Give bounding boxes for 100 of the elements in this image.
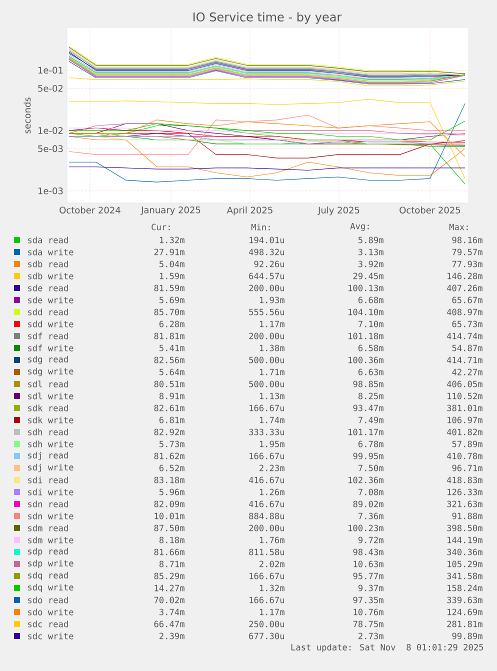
legend-label: sdh write	[28, 440, 74, 448]
legend-label: sdk write	[28, 416, 74, 424]
text: 194.01u	[250, 236, 284, 244]
text: 5.04m	[160, 260, 184, 268]
text: 414.71m	[446, 356, 482, 364]
text: 7.36m	[358, 512, 384, 520]
text: 2.02m	[260, 560, 284, 568]
y-tick-label: 1e-02	[38, 127, 63, 134]
text: 3.92m	[358, 260, 384, 268]
text: 1.38m	[260, 344, 284, 352]
text: 416.67u	[248, 476, 284, 484]
text: 500.00u	[249, 356, 284, 364]
text: 2.73m	[358, 632, 384, 640]
text: 555.56u	[249, 308, 284, 316]
text: 10.01m	[154, 512, 184, 520]
text: 80.51m	[154, 380, 184, 388]
legend-label: sde read	[28, 284, 68, 292]
text: 166.67u	[250, 596, 284, 604]
text: 416.67u	[248, 500, 284, 508]
text: 146.28m	[448, 272, 482, 280]
text: 100.23m	[348, 524, 384, 532]
legend-label: sdl write	[28, 392, 74, 400]
text: 6.28m	[159, 320, 184, 328]
text: 82.56m	[154, 356, 184, 364]
text: 6.52m	[159, 464, 184, 472]
chart-title: IO Service time - by year	[194, 12, 342, 24]
text: 85.29m	[154, 572, 184, 580]
text: 7.49m	[358, 416, 384, 424]
text: 1.93m	[260, 296, 284, 304]
text: 884.88u	[249, 512, 284, 520]
text: 200.00u	[249, 524, 284, 532]
legend-label: sdi read	[28, 476, 68, 484]
text: Min:	[251, 224, 270, 230]
text: 85.70m	[154, 308, 184, 316]
text: 281.81m	[447, 620, 482, 628]
text: 27.91m	[154, 248, 184, 256]
x-tick-label: October 2025	[400, 206, 460, 214]
text: 5.41m	[160, 344, 184, 352]
text: 6.78m	[358, 440, 384, 448]
text: 102.36m	[348, 476, 384, 484]
text: 81.59m	[154, 284, 184, 292]
text: 29.45m	[353, 272, 384, 280]
text: 100.36m	[348, 356, 384, 364]
text: 5.69m	[160, 296, 184, 304]
text: 104.10m	[348, 308, 384, 316]
text: 6.63m	[358, 368, 384, 376]
legend-label: sdi write	[28, 488, 74, 496]
legend-label: sdl read	[28, 380, 68, 388]
legend-label: sdg read	[28, 356, 68, 364]
text: 5.73m	[160, 440, 184, 448]
text: 82.92m	[154, 428, 184, 436]
legend-label: sdp read	[28, 548, 68, 556]
text: 105.29m	[448, 560, 482, 568]
text: 166.67u	[250, 572, 284, 580]
legend-label: sdj write	[28, 464, 74, 472]
text: 95.77m	[353, 572, 384, 580]
text: 2.23m	[260, 464, 284, 472]
text: 98.43m	[353, 548, 384, 556]
legend-label: sdo write	[28, 608, 74, 616]
text: 498.32u	[248, 248, 284, 256]
text: 91.88m	[452, 512, 482, 520]
text: 3.13m	[358, 248, 384, 256]
text: 14.27m	[154, 584, 184, 592]
text: 418.83m	[446, 476, 482, 484]
text: 9.72m	[358, 536, 384, 544]
text: 99.95m	[353, 452, 384, 460]
text: 6.58m	[358, 344, 384, 352]
text: 9.37m	[358, 584, 384, 592]
text: 500.00u	[249, 380, 284, 388]
text: 78.75m	[353, 620, 384, 628]
legend-label: sdd write	[28, 320, 74, 328]
text: 250.00u	[249, 620, 284, 628]
text: 408.97m	[446, 308, 482, 316]
text: 1.17m	[260, 320, 284, 328]
text: 158.24m	[448, 584, 482, 592]
text: 1.76m	[260, 536, 284, 544]
text: 144.19m	[448, 536, 482, 544]
text: 66.47m	[154, 620, 184, 628]
text: 70.02m	[154, 596, 184, 604]
text: 8.18m	[159, 536, 184, 544]
text: 106.97m	[448, 416, 482, 424]
y-tick-label: 1e-03	[38, 187, 63, 194]
x-tick-label: October 2024	[60, 206, 120, 214]
text: 166.67u	[250, 404, 284, 412]
legend-label: sdc read	[28, 620, 68, 628]
text: 644.57u	[249, 272, 284, 280]
text: 1.32m	[160, 236, 184, 244]
legend-label: sdf write	[28, 344, 74, 352]
text: 10.63m	[354, 560, 384, 568]
text: 1.71m	[260, 368, 284, 376]
text: 65.67m	[452, 296, 482, 304]
text: 81.66m	[154, 548, 184, 556]
text: 54.87m	[452, 344, 482, 352]
legend-label: sda write	[28, 248, 74, 256]
x-tick-label: April 2025	[226, 206, 272, 216]
text: 5.89m	[358, 236, 384, 244]
text: 110.52m	[448, 392, 482, 400]
text: 8.25m	[358, 392, 384, 400]
text: 10.76m	[354, 608, 384, 616]
text: 1.74m	[260, 416, 284, 424]
